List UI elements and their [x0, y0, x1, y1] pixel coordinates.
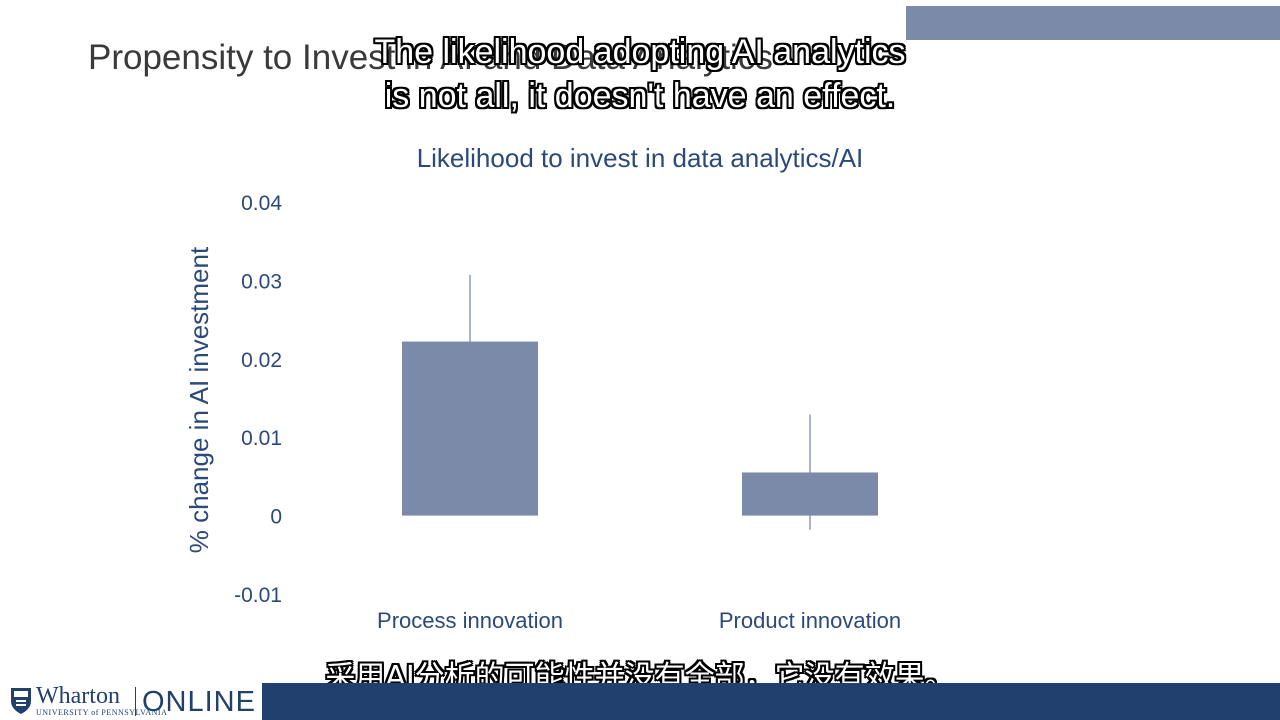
x-category-label: Process innovation [377, 608, 563, 633]
y-tick-label: 0.01 [241, 427, 282, 450]
y-tick-label: -0.01 [234, 584, 282, 607]
y-axis-label: % change in AI investment [184, 246, 214, 553]
y-tick-label: 0.02 [241, 349, 282, 372]
slide-title: Propensity to Invest in AI and Data Anal… [88, 38, 773, 77]
english-subtitle-line-2: is not all, it doesn't have an effect. [384, 77, 896, 115]
logo-university-text: UNIVERSITY of PENNSYLVANIA [36, 708, 168, 717]
logo-divider [135, 687, 136, 716]
english-subtitle: The likelihood adopting AI analytics is … [340, 30, 940, 118]
y-tick-label: 0 [270, 506, 282, 529]
y-tick-label: 0.04 [241, 192, 282, 215]
y-tick-label: 0.03 [241, 270, 282, 293]
logo-online-text: ONLINE [142, 686, 256, 718]
x-category-label: Product innovation [719, 608, 901, 633]
top-accent-bar [906, 6, 1280, 40]
shield-icon [11, 688, 31, 714]
english-subtitle-line-1: The likelihood adopting AI analytics [374, 33, 906, 71]
logo-wordmark: Wharton [36, 683, 120, 709]
chart-title: Likelihood to invest in data analytics/A… [417, 143, 864, 173]
wharton-online-logo: Wharton UNIVERSITY of PENNSYLVANIA ONLIN… [0, 683, 262, 720]
